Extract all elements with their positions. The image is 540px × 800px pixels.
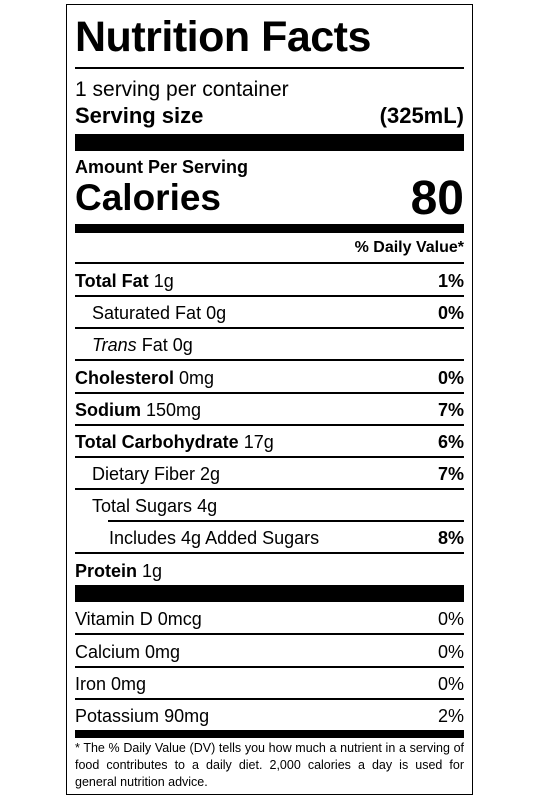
- nutrient-name: Fat: [141, 335, 168, 355]
- vitamin-amount: 0mcg: [157, 609, 202, 629]
- nutrient-row-total-carbohydrate: Total Carbohydrate 17g 6%: [75, 425, 464, 457]
- servings-per-container: 1 serving per container: [75, 78, 289, 101]
- nutrient-row-dietary-fiber: Dietary Fiber 2g 7%: [75, 457, 464, 489]
- nutrient-name: Includes 4g Added Sugars: [109, 528, 320, 548]
- thick-divider: [75, 134, 464, 151]
- vitamin-row-calcium: Calcium 0mg 0%: [75, 635, 464, 667]
- divider: [75, 67, 464, 69]
- divider: [75, 262, 464, 264]
- vitamin-dv: 0%: [437, 642, 464, 662]
- serving-size-label: Serving size: [75, 103, 204, 128]
- nutrient-amount: 0g: [206, 303, 227, 323]
- divider: [75, 359, 464, 361]
- vitamin-row-potassium: Potassium 90mg 2%: [75, 699, 464, 731]
- nutrient-name: Sodium: [75, 400, 141, 420]
- nutrient-amount: 1g: [153, 271, 174, 291]
- nutrient-amount: 150mg: [146, 400, 202, 420]
- vitamin-amount: 0mg: [145, 642, 181, 662]
- vitamin-name: Potassium: [75, 706, 160, 726]
- divider: [75, 633, 464, 635]
- nutrient-dv: 0%: [437, 303, 464, 323]
- vitamin-dv: 2%: [437, 706, 464, 726]
- vitamin-amount: 0mg: [111, 674, 147, 694]
- nutrient-dv: 7%: [437, 464, 464, 484]
- divider: [75, 327, 464, 329]
- label-title: Nutrition Facts: [75, 13, 371, 61]
- daily-value-header: % Daily Value*: [354, 239, 464, 256]
- vitamin-name: Iron: [75, 674, 107, 694]
- nutrient-name-italic: Trans: [92, 335, 137, 355]
- nutrient-amount: 17g: [243, 432, 274, 452]
- divider: [75, 552, 464, 554]
- nutrient-row-total-sugars: Total Sugars 4g: [75, 489, 464, 521]
- medium-divider: [75, 730, 464, 738]
- vitamin-row-iron: Iron 0mg 0%: [75, 667, 464, 699]
- vitamin-row-vitamin-d: Vitamin D 0mcg 0%: [75, 602, 464, 634]
- nutrient-amount: 2g: [200, 464, 221, 484]
- vitamin-dv: 0%: [437, 609, 464, 629]
- divider: [75, 698, 464, 700]
- divider: [75, 392, 464, 394]
- nutrient-name: Total Fat: [75, 271, 149, 291]
- nutrient-name: Cholesterol: [75, 368, 175, 388]
- divider: [75, 488, 464, 490]
- nutrient-name: Dietary Fiber: [92, 464, 196, 484]
- amount-per-serving: Amount Per Serving: [75, 157, 249, 177]
- divider: [75, 424, 464, 426]
- footnote: * The % Daily Value (DV) tells you how m…: [75, 741, 464, 789]
- divider: [108, 520, 464, 522]
- thick-divider: [75, 585, 464, 602]
- nutrient-row-saturated-fat: Saturated Fat 0g 0%: [75, 296, 464, 328]
- nutrient-row-trans-fat: Trans Fat 0g: [75, 328, 464, 360]
- nutrient-name: Saturated Fat: [92, 303, 202, 323]
- nutrient-dv: 7%: [437, 400, 464, 420]
- nutrient-row-protein: Protein 1g: [75, 554, 464, 586]
- divider: [75, 456, 464, 458]
- nutrient-row-sodium: Sodium 150mg 7%: [75, 393, 464, 425]
- divider: [75, 666, 464, 668]
- nutrient-name: Protein: [75, 561, 138, 581]
- nutrient-row-cholesterol: Cholesterol 0mg 0%: [75, 361, 464, 393]
- calories-value: 80: [410, 172, 464, 225]
- nutrient-dv: 1%: [437, 271, 464, 291]
- nutrient-amount: 1g: [142, 561, 163, 581]
- nutrient-amount: 0g: [172, 335, 193, 355]
- serving-size-value: (325mL): [379, 103, 464, 128]
- vitamin-name: Vitamin D: [75, 609, 153, 629]
- divider: [75, 295, 464, 297]
- vitamin-name: Calcium: [75, 642, 141, 662]
- nutrient-dv: 8%: [437, 528, 464, 548]
- nutrient-dv: 0%: [437, 368, 464, 388]
- calories-label: Calories: [75, 177, 222, 218]
- vitamin-amount: 90mg: [164, 706, 210, 726]
- nutrient-row-total-fat: Total Fat 1g 1%: [75, 264, 464, 296]
- nutrient-row-added-sugars: Includes 4g Added Sugars 8%: [75, 521, 464, 553]
- medium-divider: [75, 224, 464, 233]
- nutrient-dv: 6%: [437, 432, 464, 452]
- nutrient-name: Total Carbohydrate: [75, 432, 239, 452]
- nutrition-facts-label: Nutrition Facts 1 serving per container …: [66, 4, 473, 795]
- nutrient-amount: 0mg: [179, 368, 215, 388]
- nutrient-name: Total Sugars: [92, 496, 193, 516]
- nutrient-amount: 4g: [197, 496, 218, 516]
- vitamin-dv: 0%: [437, 674, 464, 694]
